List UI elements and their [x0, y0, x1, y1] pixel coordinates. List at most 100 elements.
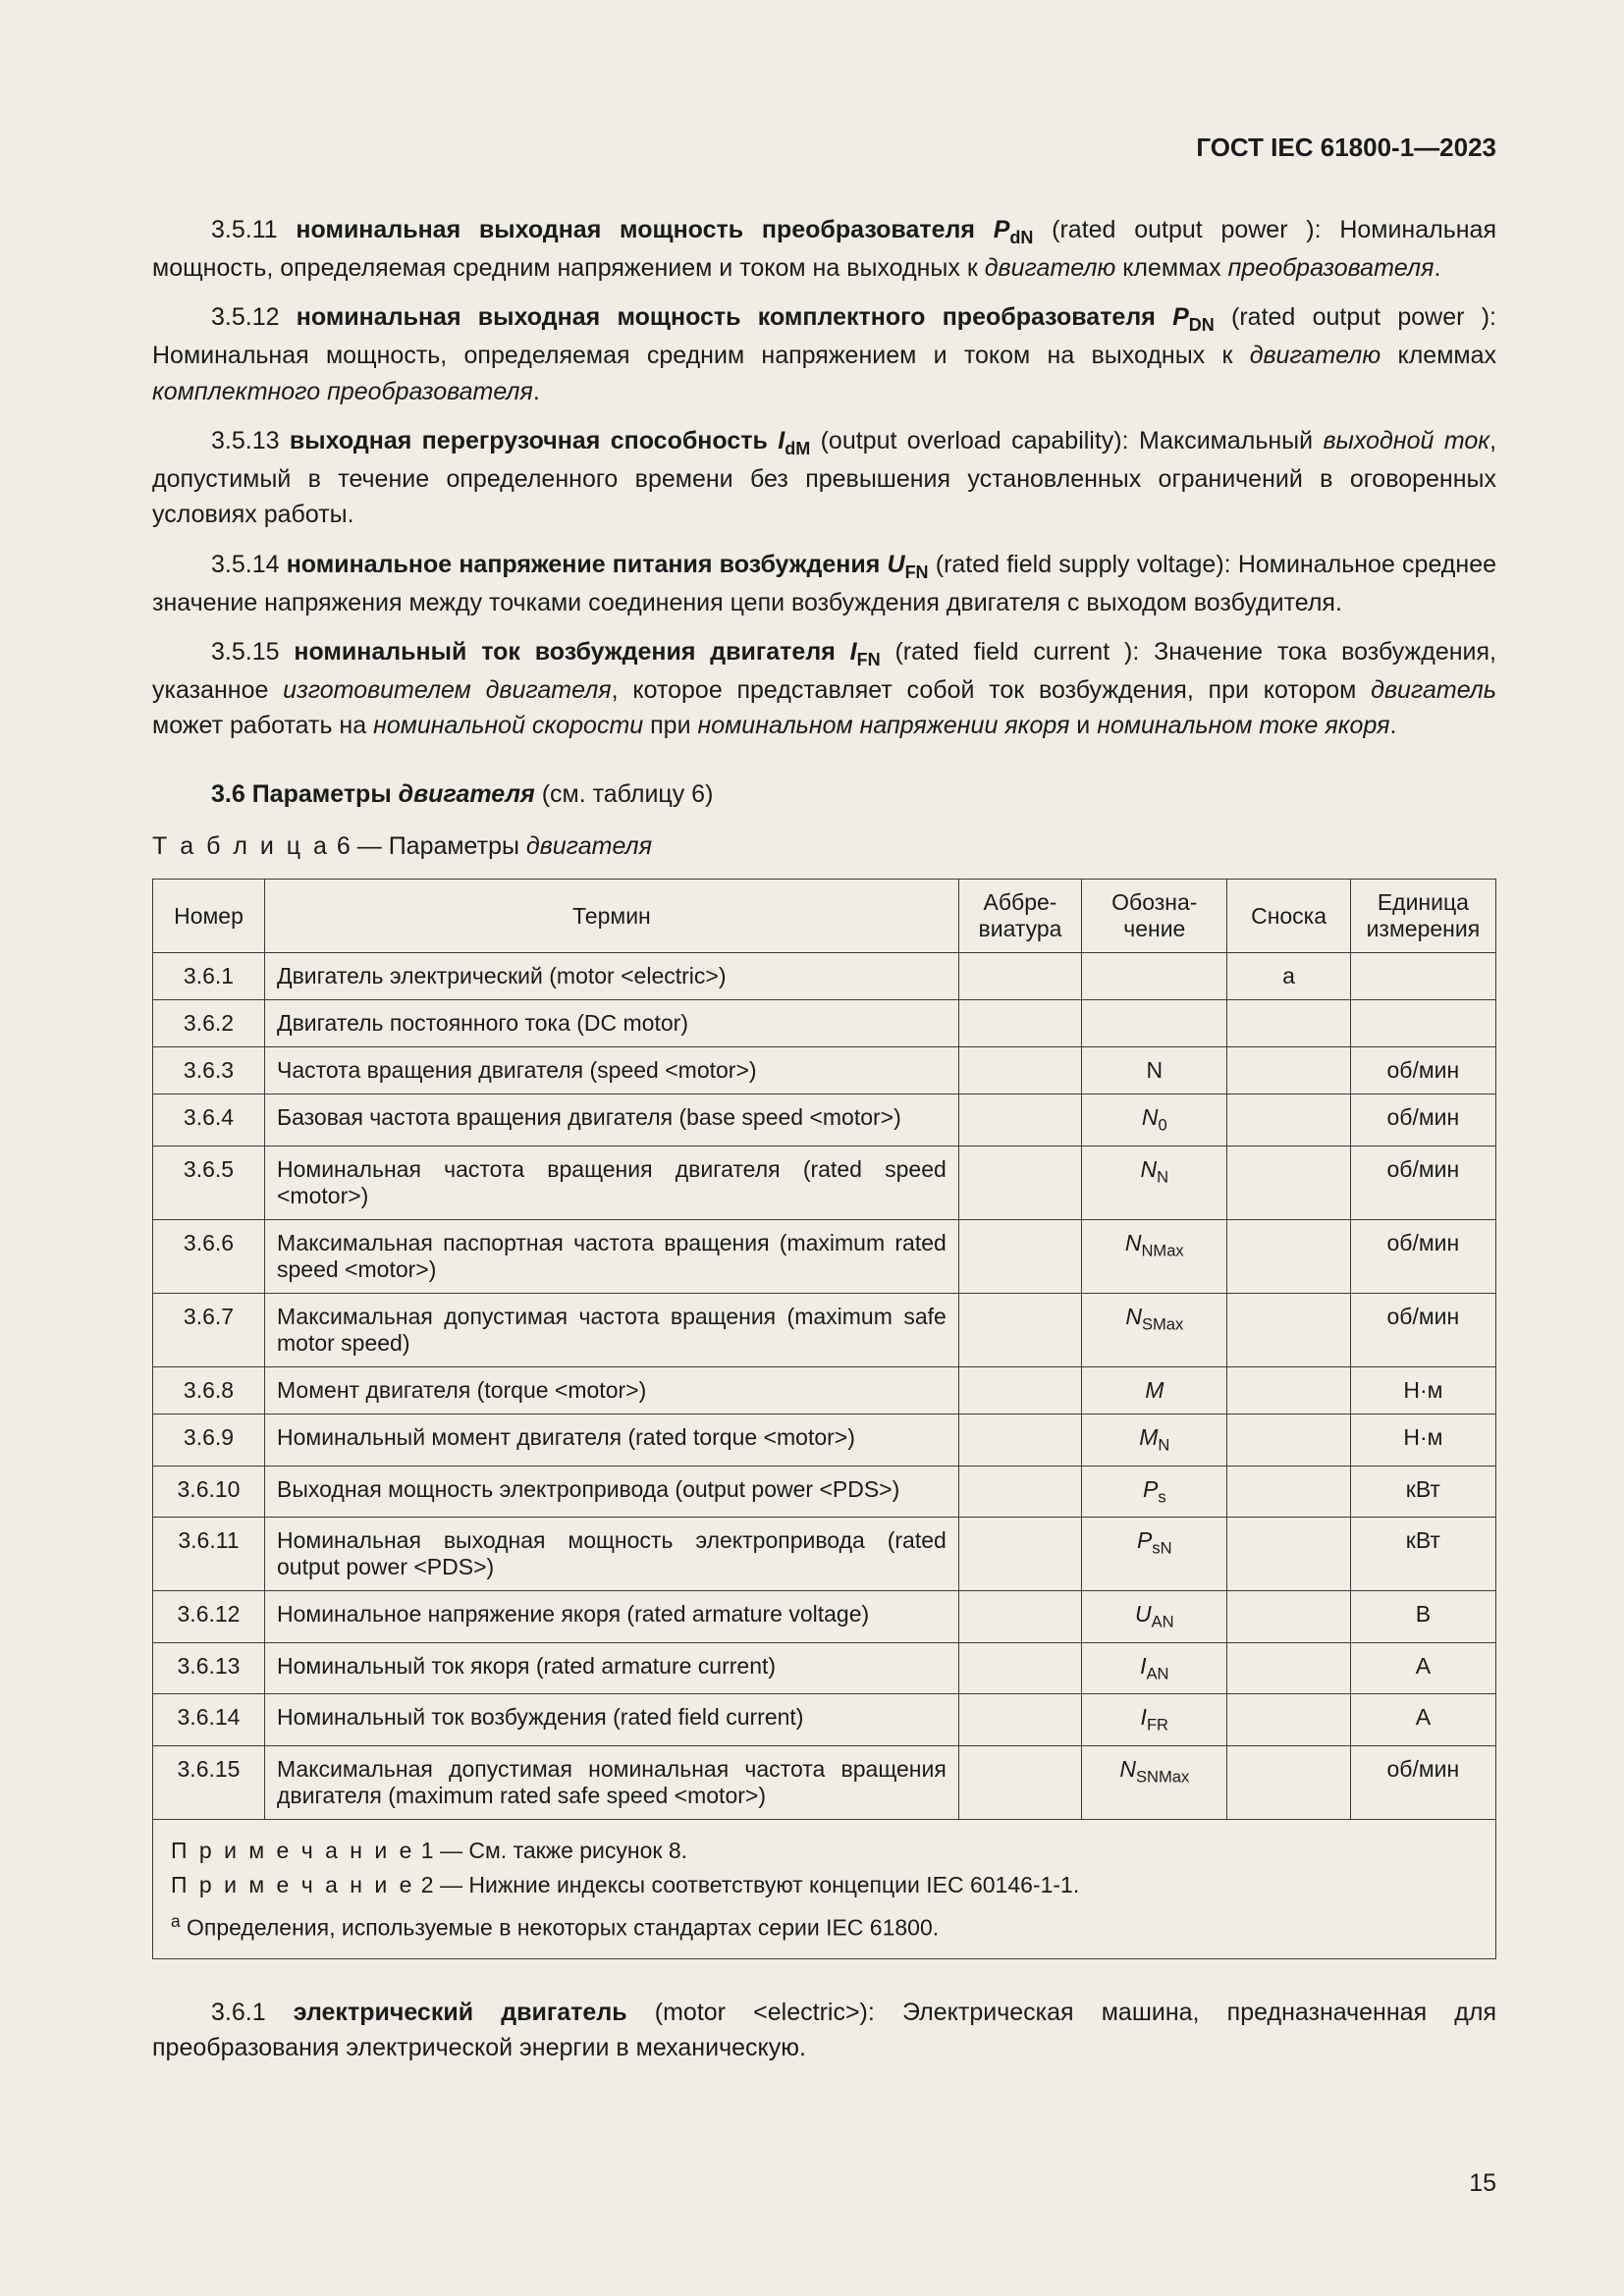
table-row: 3.6.12Номинальное напряжение якоря (rate… — [153, 1591, 1496, 1643]
def-term: номинальный ток возбуждения двигателя — [294, 638, 835, 666]
cell-unit: Н·м — [1350, 1415, 1495, 1467]
cell-foot — [1227, 1000, 1350, 1047]
cell-abbr — [958, 1518, 1081, 1591]
table-row: 3.6.4Базовая частота вращения двигателя … — [153, 1095, 1496, 1147]
table-row: 3.6.3Частота вращения двигателя (speed <… — [153, 1047, 1496, 1095]
note2-label: П р и м е ч а н и е — [171, 1872, 414, 1897]
def-english: (rated field supply voltage): — [936, 551, 1231, 578]
caption-term: двигателя — [526, 832, 652, 860]
cell-abbr — [958, 1415, 1081, 1467]
cell-foot — [1227, 1518, 1350, 1591]
table-header-row: Номер Термин Аббре- виатура Обозна- чени… — [153, 880, 1496, 953]
th-unit: Единица измерения — [1350, 880, 1495, 953]
def-term: номинальная выходная мощность комплектно… — [297, 303, 1156, 331]
def-symbol: P — [1172, 303, 1189, 331]
cell-unit: об/мин — [1350, 1147, 1495, 1220]
cell-num: 3.6.5 — [153, 1147, 265, 1220]
def-num: 3.5.12 — [211, 303, 280, 331]
def-symbol-sub: FN — [905, 562, 929, 582]
definition-3-6-1: 3.6.1 электрический двигатель (motor <el… — [152, 1995, 1496, 2066]
caption-num: 6 — Параметры — [330, 832, 526, 860]
section-ref: (см. таблицу 6) — [535, 780, 714, 808]
note1-label: П р и м е ч а н и е — [171, 1838, 414, 1863]
cell-num: 3.6.9 — [153, 1415, 265, 1467]
definition-3-5-15: 3.5.15 номинальный ток возбуждения двига… — [152, 634, 1496, 744]
def-symbol: U — [888, 551, 905, 578]
def-symbol-sub: dN — [1009, 228, 1033, 247]
cell-foot — [1227, 1047, 1350, 1095]
cell-unit: об/мин — [1350, 1220, 1495, 1294]
def-english: (rated output power ): — [1231, 303, 1496, 331]
definitions-block: 3.5.11 номинальная выходная мощность пре… — [152, 212, 1496, 743]
def-english: (motor <electric>): — [655, 1999, 875, 2026]
definition-3-5-11: 3.5.11 номинальная выходная мощность пре… — [152, 212, 1496, 286]
table-row: 3.6.8Момент двигателя (torque <motor>)MН… — [153, 1367, 1496, 1415]
cell-num: 3.6.6 — [153, 1220, 265, 1294]
cell-abbr — [958, 1694, 1081, 1746]
section-term: двигателя — [399, 780, 535, 808]
cell-unit: об/мин — [1350, 1294, 1495, 1367]
cell-abbr — [958, 953, 1081, 1000]
table-row: 3.6.1Двигатель электрический (motor <ele… — [153, 953, 1496, 1000]
caption-label: Т а б л и ц а — [152, 832, 330, 860]
definition-3-5-13: 3.5.13 выходная перегрузочная способност… — [152, 423, 1496, 533]
cell-symbol — [1082, 1000, 1227, 1047]
table-row: 3.6.5Номинальная частота вращения двигат… — [153, 1147, 1496, 1220]
cell-unit: Н·м — [1350, 1367, 1495, 1415]
table-row: 3.6.13Номинальный ток якоря (rated armat… — [153, 1642, 1496, 1694]
cell-abbr — [958, 1095, 1081, 1147]
def-num: 3.5.11 — [211, 216, 278, 243]
th-num: Номер — [153, 880, 265, 953]
cell-unit: А — [1350, 1642, 1495, 1694]
cell-term: Момент двигателя (torque <motor>) — [265, 1367, 959, 1415]
def-symbol: P — [994, 216, 1010, 243]
def-english: (rated field current ): — [894, 638, 1139, 666]
cell-unit: кВт — [1350, 1518, 1495, 1591]
cell-num: 3.6.4 — [153, 1095, 265, 1147]
cell-abbr — [958, 1642, 1081, 1694]
table-row: 3.6.10Выходная мощность электропривода (… — [153, 1466, 1496, 1518]
table-row: 3.6.11Номинальная выходная мощность элек… — [153, 1518, 1496, 1591]
cell-term: Базовая частота вращения двигателя (base… — [265, 1095, 959, 1147]
table-notes-row: П р и м е ч а н и е 1 — См. также рисуно… — [153, 1820, 1496, 1959]
cell-abbr — [958, 1367, 1081, 1415]
def-num: 3.6.1 — [211, 1999, 266, 2026]
cell-symbol: NSNMax — [1082, 1746, 1227, 1820]
table-6-caption: Т а б л и ц а 6 — Параметры двигателя — [152, 832, 1496, 861]
cell-foot — [1227, 1147, 1350, 1220]
cell-symbol: IAN — [1082, 1642, 1227, 1694]
footnote-a-marker: a — [171, 1911, 181, 1931]
cell-foot — [1227, 1220, 1350, 1294]
section-num: 3.6 Параметры — [211, 780, 399, 808]
table-row: 3.6.7Максимальная допустимая частота вра… — [153, 1294, 1496, 1367]
cell-symbol: IFR — [1082, 1694, 1227, 1746]
cell-unit: В — [1350, 1591, 1495, 1643]
cell-symbol: MN — [1082, 1415, 1227, 1467]
cell-foot — [1227, 1367, 1350, 1415]
cell-num: 3.6.14 — [153, 1694, 265, 1746]
table-row: 3.6.15Максимальная допустимая номинальна… — [153, 1746, 1496, 1820]
def-symbol-sub: FN — [857, 650, 881, 669]
cell-num: 3.6.3 — [153, 1047, 265, 1095]
cell-foot — [1227, 1591, 1350, 1643]
th-term: Термин — [265, 880, 959, 953]
cell-term: Номинальный ток якоря (rated armature cu… — [265, 1642, 959, 1694]
note2-text: 2 — Нижние индексы соответствуют концепц… — [414, 1872, 1079, 1897]
cell-unit: об/мин — [1350, 1095, 1495, 1147]
footnote-a-text: Определения, используемые в некоторых ст… — [187, 1915, 939, 1941]
cell-unit — [1350, 1000, 1495, 1047]
th-foot: Сноска — [1227, 880, 1350, 953]
cell-symbol: Ps — [1082, 1466, 1227, 1518]
cell-term: Максимальная допустимая частота вращения… — [265, 1294, 959, 1367]
standard-header: ГОСТ IEC 61800-1—2023 — [152, 133, 1496, 163]
note1-text: 1 — См. также рисунок 8. — [414, 1838, 687, 1863]
th-symbol: Обозна- чение — [1082, 880, 1227, 953]
def-num: 3.5.15 — [211, 638, 280, 666]
table-notes: П р и м е ч а н и е 1 — См. также рисуно… — [153, 1820, 1496, 1959]
cell-term: Номинальная частота вращения двигателя (… — [265, 1147, 959, 1220]
cell-foot — [1227, 1415, 1350, 1467]
definition-3-5-14: 3.5.14 номинальное напряжение питания во… — [152, 547, 1496, 620]
cell-abbr — [958, 1220, 1081, 1294]
cell-num: 3.6.12 — [153, 1591, 265, 1643]
cell-symbol: UAN — [1082, 1591, 1227, 1643]
